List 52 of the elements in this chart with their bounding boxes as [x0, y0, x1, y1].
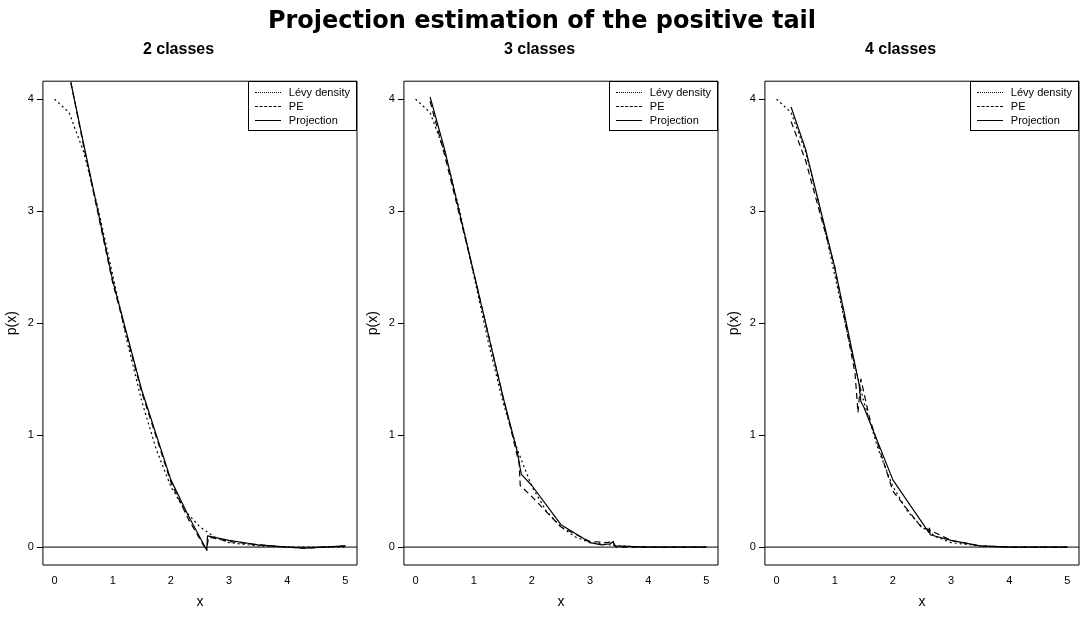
x-tick-label: 1 — [109, 573, 116, 586]
y-tick-label: 1 — [388, 428, 395, 441]
x-axis-title: x — [196, 593, 204, 610]
legend-label: PE — [1010, 99, 1026, 114]
x-tick-label: 5 — [1064, 573, 1071, 586]
x-tick-label: 4 — [645, 573, 652, 586]
chart-title: 2 classes — [142, 40, 215, 58]
x-tick-label: 0 — [773, 573, 780, 586]
x-axis-title: x — [918, 593, 926, 610]
y-tick-label: 3 — [749, 204, 756, 217]
legend-label: Projection — [1010, 113, 1060, 128]
x-tick-label: 1 — [470, 573, 477, 586]
x-tick-label: 5 — [342, 573, 349, 586]
legend-label: Lévy density — [1010, 85, 1072, 100]
x-tick-label: 1 — [831, 573, 838, 586]
y-tick-label: 4 — [388, 92, 395, 105]
x-tick-label: 4 — [1006, 573, 1013, 586]
y-axis-title: p(x) — [3, 311, 20, 336]
y-tick-label: 2 — [27, 316, 34, 329]
y-axis-title: p(x) — [725, 311, 742, 336]
legend-label: Lévy density — [288, 85, 350, 100]
y-tick-label: 2 — [749, 316, 756, 329]
x-tick-label: 0 — [412, 573, 419, 586]
x-tick-label: 2 — [528, 573, 535, 586]
y-tick-label: 4 — [749, 92, 756, 105]
legend-label: PE — [288, 99, 304, 114]
x-tick-label: 2 — [889, 573, 896, 586]
y-tick-label: 0 — [388, 540, 395, 553]
y-tick-label: 3 — [27, 204, 34, 217]
y-tick-label: 0 — [27, 540, 34, 553]
x-tick-label: 0 — [51, 573, 58, 586]
legend-label: PE — [649, 99, 665, 114]
legend-label: Projection — [649, 113, 699, 128]
y-tick-label: 3 — [388, 204, 395, 217]
y-tick-label: 1 — [27, 428, 34, 441]
x-tick-label: 3 — [947, 573, 955, 586]
legend-label: Projection — [288, 113, 338, 128]
x-tick-label: 4 — [284, 573, 291, 586]
chart-title: 3 classes — [503, 40, 576, 58]
y-axis-title: p(x) — [364, 311, 381, 336]
legend-label: Lévy density — [649, 85, 711, 100]
x-tick-label: 2 — [167, 573, 174, 586]
y-tick-label: 1 — [749, 428, 756, 441]
y-tick-label: 0 — [749, 540, 756, 553]
x-tick-label: 3 — [225, 573, 233, 586]
x-tick-label: 5 — [703, 573, 710, 586]
text: Projection estimation of the positive tail — [267, 6, 817, 34]
y-tick-label: 2 — [388, 316, 395, 329]
y-tick-label: 4 — [27, 92, 34, 105]
chart-title: 4 classes — [864, 40, 937, 58]
x-tick-label: 3 — [586, 573, 594, 586]
x-axis-title: x — [557, 593, 565, 610]
